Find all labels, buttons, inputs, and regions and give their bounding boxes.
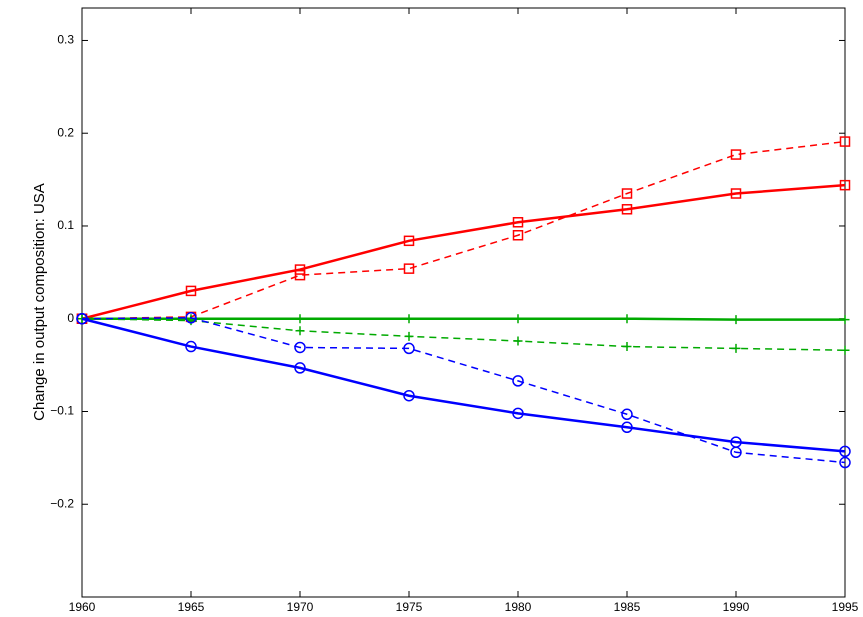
plus-marker — [295, 326, 305, 336]
x-tick-label: 1970 — [287, 600, 314, 614]
x-tick-label: 1985 — [614, 600, 641, 614]
plus-marker — [731, 343, 741, 353]
plus-marker — [513, 336, 523, 346]
series-line — [81, 317, 846, 453]
circle-marker — [76, 312, 88, 325]
circle-marker — [403, 342, 415, 355]
circle-marker — [512, 375, 524, 387]
x-tick-label: 1975 — [396, 600, 423, 614]
square-marker — [621, 188, 633, 199]
square-marker — [839, 136, 851, 147]
square-marker — [839, 179, 851, 191]
square-marker — [294, 264, 306, 275]
square-marker — [512, 217, 524, 228]
square-marker — [185, 285, 197, 297]
series-line — [81, 317, 846, 352]
plus-marker — [622, 314, 632, 324]
series-line — [82, 317, 845, 321]
square-marker — [730, 188, 742, 199]
circle-marker — [185, 340, 197, 353]
circle-marker — [839, 456, 851, 469]
series-line — [81, 183, 846, 320]
circle-marker — [621, 408, 633, 421]
plus-marker — [295, 314, 305, 324]
plus-marker — [513, 314, 523, 324]
circle-marker — [403, 389, 415, 402]
square-marker — [512, 230, 524, 241]
plus-marker — [404, 331, 414, 341]
circle-marker — [621, 421, 633, 434]
plus-marker — [731, 315, 741, 325]
circle-marker — [185, 312, 197, 324]
circle-marker — [512, 407, 524, 420]
y-tick-label: 0.1 — [57, 218, 74, 232]
series-line — [81, 140, 846, 320]
plot-frame — [81, 7, 846, 598]
square-marker — [403, 263, 415, 274]
plus-marker — [404, 314, 414, 324]
square-marker — [730, 149, 742, 160]
plus-marker — [622, 342, 632, 352]
circle-marker — [730, 446, 742, 459]
square-marker — [294, 269, 306, 281]
x-tick-label: 1995 — [832, 600, 859, 614]
square-marker — [403, 235, 415, 247]
square-marker — [621, 204, 633, 215]
y-tick-label: 0.2 — [57, 125, 74, 139]
y-tick-label: −0.2 — [50, 496, 74, 510]
x-tick-label: 1965 — [178, 600, 205, 614]
circle-marker — [294, 362, 306, 374]
y-axis-label: Change in output composition: USA — [31, 183, 48, 421]
circle-marker — [839, 445, 851, 458]
circle-marker — [294, 341, 306, 354]
series-line — [81, 317, 846, 464]
plus-marker — [840, 345, 850, 355]
x-tick-label: 1990 — [723, 600, 750, 614]
y-tick-label: 0.3 — [57, 33, 74, 47]
y-tick-label: −0.1 — [50, 404, 74, 418]
x-tick-label: 1960 — [69, 600, 96, 614]
plus-marker — [840, 315, 850, 325]
y-tick-label: 0 — [67, 311, 74, 325]
x-tick-label: 1980 — [505, 600, 532, 614]
